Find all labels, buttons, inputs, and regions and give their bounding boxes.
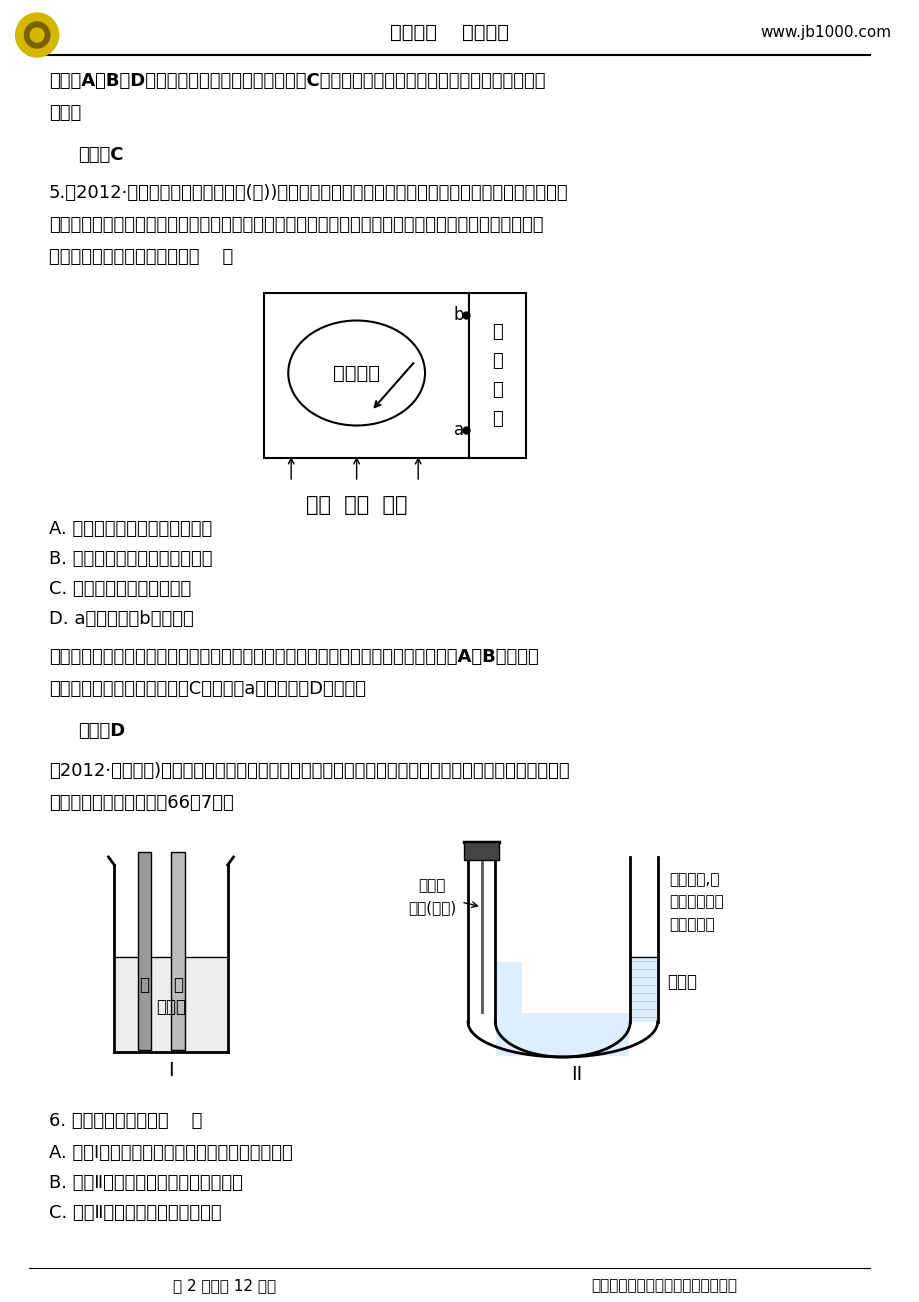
Text: 答案：C: 答案：C xyxy=(78,146,123,164)
Bar xyxy=(115,958,226,1051)
Circle shape xyxy=(16,13,59,57)
Text: 5.（2012·陕西省长安一中高三质检(二))某学生设计了一个「黑笔写红字」的趣味实验。滤纸先用氯化: 5.（2012·陕西省长安一中高三质检(二))某学生设计了一个「黑笔写红字」的趣… xyxy=(49,184,568,202)
Circle shape xyxy=(25,22,50,48)
Text: 滤纸  铂片  铅笔: 滤纸 铂片 铅笔 xyxy=(305,495,407,516)
Bar xyxy=(469,293,525,458)
Text: 固定的
铁丝(含碳): 固定的 铁丝(含碳) xyxy=(408,879,456,915)
Text: 解析：A、B、D均可构成原电池而加速铁的腑蚀，C中铜镀层把铁完全覆盖，构不成原电池，不易被: 解析：A、B、D均可构成原电池而加速铁的腑蚀，C中铜镀层把铁完全覆盖，构不成原电… xyxy=(49,72,545,90)
Text: www.jb1000.com: www.jb1000.com xyxy=(759,25,891,39)
Text: 预防甲流: 预防甲流 xyxy=(333,363,380,383)
Bar xyxy=(496,962,521,1022)
Text: 世纪金榜    圆您梦想: 世纪金榜 圆您梦想 xyxy=(390,22,508,42)
Text: 请同学们仔细观察，完成66～7题。: 请同学们仔细观察，完成66～7题。 xyxy=(49,794,233,812)
Text: C. 铅笔端有少量的氯气产生: C. 铅笔端有少量的氯气产生 xyxy=(49,579,191,598)
Bar xyxy=(264,293,469,458)
Text: B. 铂片端作阴极，发生氧化反应: B. 铂片端作阴极，发生氧化反应 xyxy=(49,549,212,568)
Text: I: I xyxy=(168,1061,174,1079)
Text: B. 装置Ⅱ开始阶段铁丝只发生析氢腑蚀: B. 装置Ⅱ开始阶段铁丝只发生析氢腑蚀 xyxy=(49,1174,243,1193)
Text: 第 2 页（共 12 页）: 第 2 页（共 12 页） xyxy=(173,1279,276,1293)
Text: 铅笔端产生氢气，不是氯气，C项错误；a极是负极，D项正确。: 铅笔端产生氢气，不是氯气，C项错误；a极是负极，D项正确。 xyxy=(49,680,366,698)
Text: 6. 下列叙述正确的是（    ）: 6. 下列叙述正确的是（ ） xyxy=(49,1112,202,1130)
Text: D. a极是负极，b极是正极: D. a极是负极，b极是正极 xyxy=(49,611,193,628)
Text: 铁: 铁 xyxy=(173,976,183,993)
Text: 充满氧气,铁
丝末端靠近液
面但未接触: 充满氧气,铁 丝末端靠近液 面但未接触 xyxy=(669,872,723,932)
Text: 答案：D: 答案：D xyxy=(78,723,125,740)
Text: A. 铅笔端作阳极，发生还原反应: A. 铅笔端作阳极，发生还原反应 xyxy=(49,519,212,538)
Text: （2012·濰坊模拟)下面两套实验装置，都涉及金属的腑蚀反应，假设其中的金属块和金属丝都是足量的。: （2012·濰坊模拟)下面两套实验装置，都涉及金属的腑蚀反应，假设其中的金属块和… xyxy=(49,762,569,780)
Text: A. 装置Ⅰ在反应过程中自始至终只生成红棕色气体: A. 装置Ⅰ在反应过程中自始至终只生成红棕色气体 xyxy=(49,1144,292,1161)
Text: 迹。据此，下列叙述正确的是（    ）: 迹。据此，下列叙述正确的是（ ） xyxy=(49,247,233,266)
Text: 鑙、无色酚酦的混合液浸湿，然后平铺在一块铂片上，接通电源后，用铅笔在滤纸上写字，会出现红色字: 鑙、无色酚酦的混合液浸湿，然后平铺在一块铂片上，接通电源后，用铅笔在滤纸上写字，… xyxy=(49,216,543,234)
Bar xyxy=(138,852,152,1049)
Text: 直
流
电
源: 直 流 电 源 xyxy=(492,323,502,428)
Bar xyxy=(496,1013,629,1056)
Text: 山东世纪金榜科教文化股份有限公司: 山东世纪金榜科教文化股份有限公司 xyxy=(591,1279,737,1293)
Bar xyxy=(171,852,185,1049)
Ellipse shape xyxy=(288,320,425,426)
Bar xyxy=(463,842,499,861)
Bar xyxy=(630,957,656,1022)
Text: 解析：出现红色字迹，说明笔尖生成氢氧根离子，所以铅笔端是阴极，铂片端是阳极，A、B项错误；: 解析：出现红色字迹，说明笔尖生成氢氧根离子，所以铅笔端是阴极，铂片端是阳极，A、… xyxy=(49,648,538,667)
Text: b: b xyxy=(453,306,464,324)
Text: a: a xyxy=(454,421,464,439)
Text: C. 装置Ⅱ在反应过程中能产生氢气: C. 装置Ⅱ在反应过程中能产生氢气 xyxy=(49,1204,221,1223)
Text: 稀硫酸: 稀硫酸 xyxy=(666,973,697,991)
Text: 腑蚀。: 腑蚀。 xyxy=(49,104,81,122)
Circle shape xyxy=(30,29,44,42)
Text: 鑄: 鑄 xyxy=(140,976,150,993)
Text: 浓砵酸: 浓砵酸 xyxy=(156,999,186,1016)
Text: II: II xyxy=(570,1065,582,1085)
